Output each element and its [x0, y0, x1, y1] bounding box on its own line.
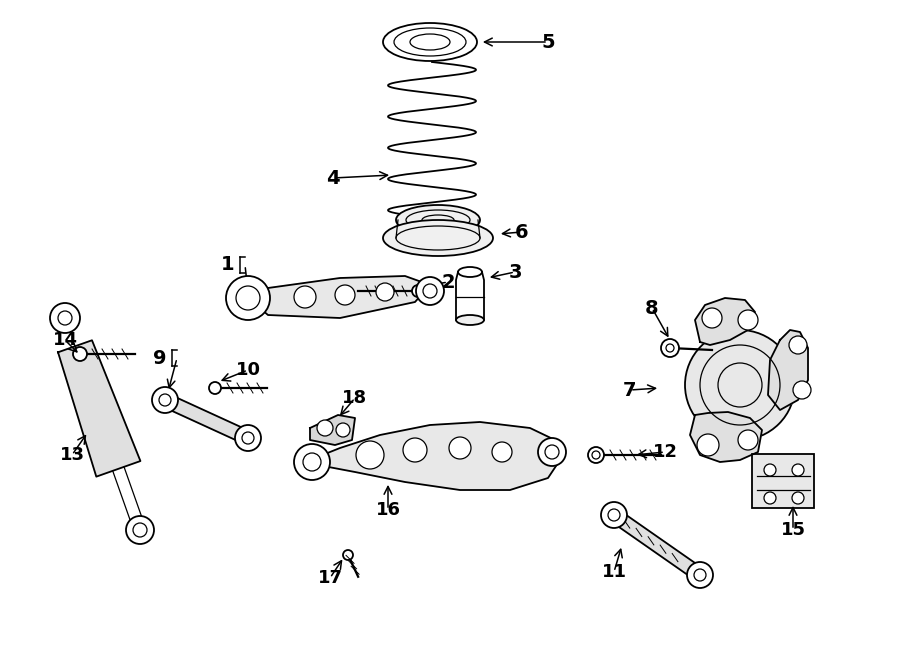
Circle shape — [661, 339, 679, 357]
Circle shape — [764, 464, 776, 476]
Circle shape — [294, 286, 316, 308]
Ellipse shape — [383, 220, 493, 256]
Text: 9: 9 — [153, 348, 166, 368]
Polygon shape — [690, 412, 762, 462]
Circle shape — [601, 502, 627, 528]
Text: 11: 11 — [601, 563, 626, 581]
Circle shape — [317, 420, 333, 436]
Text: 14: 14 — [52, 331, 77, 349]
Circle shape — [50, 303, 80, 333]
Text: 17: 17 — [318, 569, 343, 587]
Circle shape — [792, 464, 804, 476]
Text: 10: 10 — [236, 361, 260, 379]
Circle shape — [793, 381, 811, 399]
Circle shape — [336, 423, 350, 437]
Ellipse shape — [396, 205, 480, 235]
Circle shape — [226, 276, 270, 320]
Polygon shape — [248, 276, 430, 318]
Circle shape — [685, 330, 795, 440]
Circle shape — [792, 492, 804, 504]
Circle shape — [588, 447, 604, 463]
Circle shape — [738, 310, 758, 330]
Circle shape — [738, 430, 758, 450]
Text: 16: 16 — [375, 501, 401, 519]
Circle shape — [376, 283, 394, 301]
Circle shape — [126, 516, 154, 544]
Ellipse shape — [456, 315, 484, 325]
Circle shape — [702, 308, 722, 328]
Polygon shape — [310, 415, 355, 445]
Circle shape — [294, 444, 330, 480]
Polygon shape — [610, 509, 704, 581]
Circle shape — [403, 438, 427, 462]
Circle shape — [449, 437, 471, 459]
Circle shape — [152, 387, 178, 413]
Circle shape — [209, 382, 221, 394]
Circle shape — [538, 438, 566, 466]
Text: 13: 13 — [59, 446, 85, 464]
Polygon shape — [695, 298, 755, 345]
Polygon shape — [58, 340, 140, 477]
Text: 6: 6 — [515, 223, 529, 241]
Text: 7: 7 — [623, 381, 637, 399]
Text: 8: 8 — [645, 299, 659, 317]
Circle shape — [789, 336, 807, 354]
FancyBboxPatch shape — [752, 454, 814, 508]
Circle shape — [764, 492, 776, 504]
Polygon shape — [162, 394, 251, 444]
Polygon shape — [768, 330, 808, 410]
Circle shape — [697, 434, 719, 456]
Circle shape — [416, 277, 444, 305]
Circle shape — [412, 285, 424, 297]
Text: 1: 1 — [221, 256, 235, 274]
Text: 2: 2 — [441, 272, 454, 292]
Polygon shape — [310, 422, 560, 490]
Text: 15: 15 — [780, 521, 806, 539]
Circle shape — [73, 347, 87, 361]
Circle shape — [356, 441, 384, 469]
Circle shape — [687, 562, 713, 588]
Circle shape — [343, 550, 353, 560]
Circle shape — [235, 425, 261, 451]
Text: 18: 18 — [342, 389, 367, 407]
Text: 5: 5 — [541, 32, 554, 52]
Circle shape — [492, 442, 512, 462]
Circle shape — [335, 285, 355, 305]
Text: 3: 3 — [508, 262, 522, 282]
Text: 4: 4 — [326, 169, 340, 188]
Text: 12: 12 — [652, 443, 678, 461]
